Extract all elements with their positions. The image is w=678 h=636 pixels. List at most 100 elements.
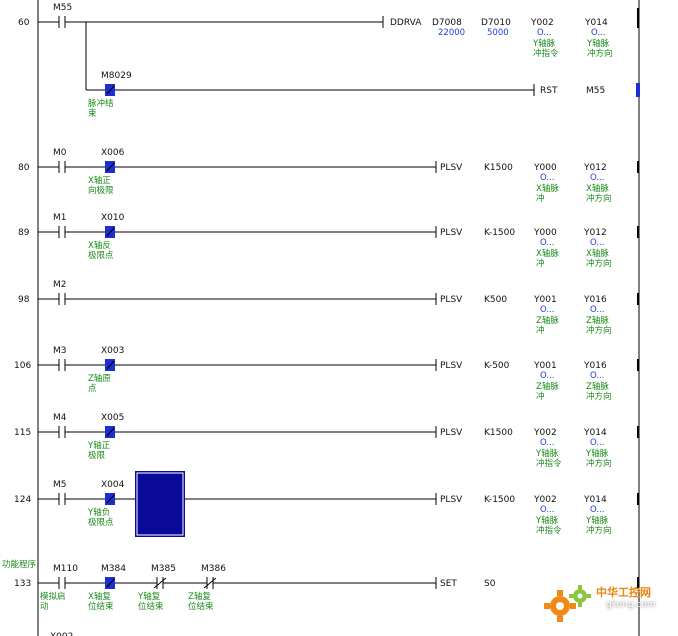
operand-comment: Y轴脉 bbox=[532, 38, 556, 49]
contact-comment: 模拟启 bbox=[40, 591, 66, 602]
contact-comment: 位结束 bbox=[88, 601, 114, 612]
contact-comment: 位结束 bbox=[138, 601, 164, 612]
next-contact-device-label: X002 bbox=[50, 632, 73, 636]
contact-device-label: X006 bbox=[101, 148, 125, 158]
operand-comment: Y轴脉 bbox=[535, 448, 559, 459]
instruction-operand: Y014 bbox=[584, 18, 608, 28]
step-number: 89 bbox=[18, 228, 30, 238]
ladder-cursor[interactable] bbox=[135, 471, 185, 537]
contact-m3[interactable]: M3 bbox=[48, 346, 76, 371]
operand-comment: X轴脉 bbox=[586, 183, 609, 194]
contact-device-label: M384 bbox=[101, 564, 126, 574]
watermark-url: gkong.com bbox=[606, 600, 656, 610]
contact-m55[interactable]: M55 bbox=[48, 3, 76, 28]
instruction-operand: Y002 bbox=[533, 428, 557, 438]
contact-device-label: M55 bbox=[53, 3, 72, 13]
contact-comment: X轴复 bbox=[88, 591, 111, 602]
operand-value: O... bbox=[590, 438, 604, 448]
operand-value: O... bbox=[591, 28, 605, 38]
contact-comment: 极限点 bbox=[88, 517, 114, 528]
wire bbox=[106, 494, 115, 504]
operand-comment: Y轴脉 bbox=[535, 515, 559, 526]
wire bbox=[106, 162, 115, 172]
step-number: 124 bbox=[14, 495, 31, 505]
operand-value: O... bbox=[540, 238, 554, 248]
contact-device-label: M4 bbox=[53, 413, 67, 423]
operand-value: 5000 bbox=[487, 28, 509, 38]
operand-comment: 冲 bbox=[536, 258, 545, 269]
operand-comment: 冲指令 bbox=[533, 48, 559, 59]
contact-device-label: M5 bbox=[53, 480, 67, 490]
instruction-block[interactable]: RST M55 bbox=[533, 84, 639, 96]
operand-value: O... bbox=[540, 505, 554, 515]
instruction-operand: Y016 bbox=[583, 295, 607, 305]
cursor-fill bbox=[135, 471, 185, 537]
gear-logo-icon bbox=[544, 585, 591, 622]
contact-device-label: M2 bbox=[53, 280, 67, 290]
contact-m5[interactable]: M5 bbox=[48, 480, 76, 505]
contact-m0[interactable]: M0 bbox=[48, 148, 76, 173]
step-number: 115 bbox=[14, 428, 31, 438]
instruction-block[interactable]: DDRVA D700822000D70105000Y002O...Y轴脉冲指令Y0… bbox=[382, 16, 639, 59]
contact-m4[interactable]: M4 bbox=[48, 413, 76, 438]
wire bbox=[106, 427, 115, 437]
operand-comment: 冲方向 bbox=[586, 193, 612, 204]
contact-device-label: M110 bbox=[53, 564, 78, 574]
instruction-operand: PLSV bbox=[440, 495, 463, 505]
contact-comment: Y轴负 bbox=[87, 507, 110, 518]
operand-value: O... bbox=[540, 438, 554, 448]
contact-comment: 脉冲结 bbox=[88, 98, 114, 109]
operand-comment: 冲方向 bbox=[586, 458, 612, 469]
instruction-block[interactable]: SET S0 bbox=[435, 577, 639, 589]
instruction-operand: Y002 bbox=[533, 495, 557, 505]
step-number: 60 bbox=[18, 18, 30, 28]
operand-comment: 冲方向 bbox=[586, 525, 612, 536]
contact-comment: X轴正 bbox=[88, 175, 111, 186]
contact-comment: Z轴原 bbox=[88, 373, 111, 384]
step-number: 98 bbox=[18, 295, 30, 305]
instruction-operand: Y012 bbox=[583, 163, 607, 173]
contact-device-label: M386 bbox=[201, 564, 226, 574]
wire bbox=[203, 577, 217, 589]
instruction-operand: Y001 bbox=[533, 361, 557, 371]
instruction-operand: Y016 bbox=[583, 361, 607, 371]
instruction-operand: Y014 bbox=[583, 495, 607, 505]
operand-comment: 冲指令 bbox=[536, 458, 562, 469]
operand-comment: Z轴脉 bbox=[586, 315, 609, 326]
instruction-operand: K-500 bbox=[484, 361, 510, 371]
contact-device-label: X005 bbox=[101, 413, 124, 423]
step-number: 133 bbox=[14, 579, 31, 589]
operand-value: O... bbox=[537, 28, 551, 38]
contact-comment: 束 bbox=[88, 109, 97, 119]
instruction-operand: M55 bbox=[586, 86, 605, 96]
contact-m2[interactable]: M2 bbox=[48, 280, 76, 305]
instruction-operand: D7010 bbox=[481, 18, 511, 28]
contact-m1[interactable]: M1 bbox=[48, 213, 76, 238]
instruction-operand: Y002 bbox=[530, 18, 554, 28]
